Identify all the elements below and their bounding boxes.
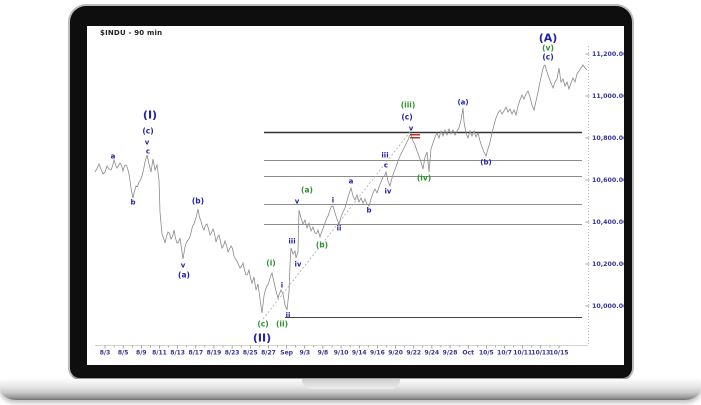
x-tick-label: 10/7 [497,350,512,357]
red-marker-top-dash [410,134,420,136]
x-tick-label: 8/9 [136,350,147,357]
x-tick-label: 10/11 [513,350,532,357]
x-tick-label: 9/14 [352,350,367,357]
y-tick-label: 11,200.00 [592,51,624,58]
x-tick-label: 10/15 [550,350,569,357]
y-tick-label: 10,200.00 [592,261,624,268]
x-tick-label: 9/8 [318,350,329,357]
y-tick-label: 10,000.00 [592,303,624,310]
y-tick-label: 10,800.00 [592,135,624,142]
laptop-base-notch [301,379,400,389]
x-tick-label: 8/23 [225,350,240,357]
x-tick-label: 9/3 [299,350,310,357]
x-tick-label: 9/22 [406,350,421,357]
price-chart: 8/3 8/5 8/9 8/11 8/13 8/17 8/19 8/23 8/25 8/27 Sep… [94,46,624,357]
x-tick-label: 8/3 [100,350,111,357]
x-tick-label: 8/11 [152,350,167,357]
x-tick-label: 9/10 [334,350,349,357]
x-tick-label: 8/5 [118,350,129,357]
x-tick-label: 8/27 [261,350,276,357]
x-tick-label: Sep [280,350,293,357]
x-tick-label: 10/13 [531,350,550,357]
y-tick-label: 10,600.00 [592,177,624,184]
price-line [94,64,588,314]
x-tick-label: 8/17 [188,350,203,357]
trendline [262,131,411,320]
y-tick-label: 10,400.00 [592,219,624,226]
x-tick-label: 8/25 [243,350,258,357]
x-tick-label: 9/24 [425,350,440,357]
laptop-screen-bezel: $INDU - 90 min 8/3 8/5 8/9 8/11 8/13 8/17 8/19… [68,4,634,380]
y-tick-label: 11,000.00 [592,93,624,100]
x-tick-label: 8/19 [207,350,222,357]
laptop-base [0,379,701,400]
red-marker-bottom-dash [410,137,420,139]
x-tick-label: 9/20 [388,350,403,357]
x-tick-label: 9/28 [443,350,458,357]
x-tick-label: Oct [462,350,474,357]
x-tick-label: 10/5 [479,350,494,357]
x-tick-label: 9/16 [370,350,385,357]
x-tick-label: 8/13 [170,350,185,357]
chart-title: $INDU - 90 min [100,29,163,37]
chart-screen: $INDU - 90 min 8/3 8/5 8/9 8/11 8/13 8/17 8/19… [87,26,624,365]
